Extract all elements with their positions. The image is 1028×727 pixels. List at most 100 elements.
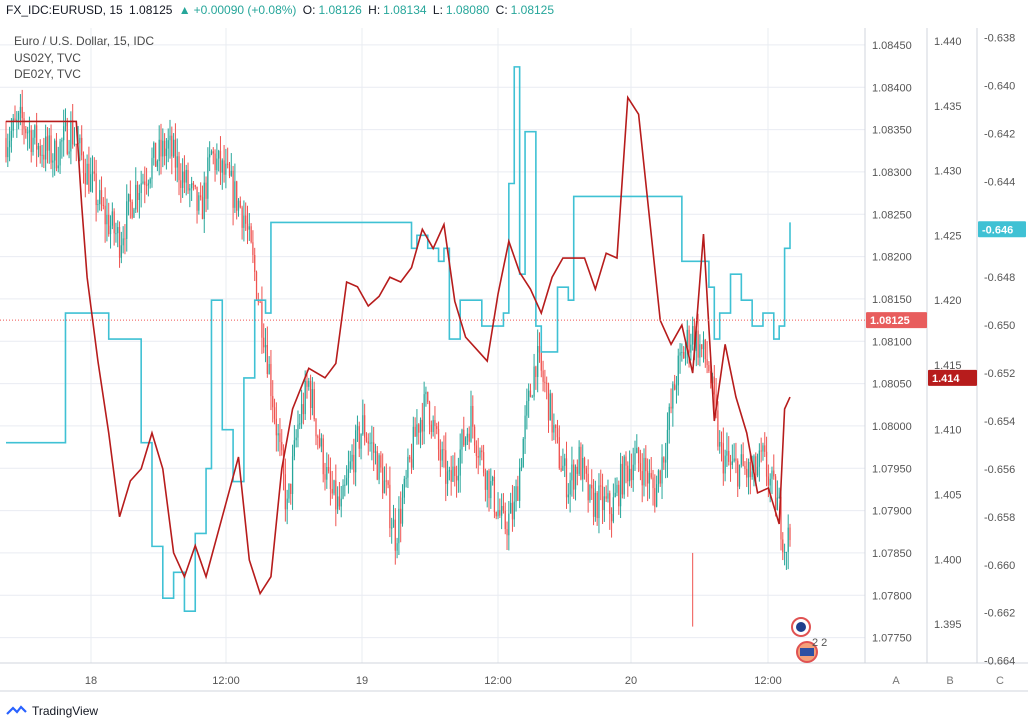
candle-body xyxy=(430,424,432,432)
candle-body xyxy=(596,492,598,518)
candle-body xyxy=(403,478,405,498)
candle-body xyxy=(565,458,568,498)
candle-body xyxy=(25,128,27,134)
axis-c-tick-label: -0.654 xyxy=(984,416,1015,428)
candle-body xyxy=(97,204,99,206)
candle-body xyxy=(329,471,332,489)
candle-body xyxy=(407,456,409,478)
last-price: 1.08125 xyxy=(129,3,173,17)
candle-body xyxy=(719,442,721,447)
candle-body xyxy=(255,271,258,300)
candle-body xyxy=(787,527,789,552)
candle-body xyxy=(670,406,672,409)
candle-body xyxy=(221,160,223,173)
candle-body xyxy=(135,184,137,210)
change-arrow-icon: ▲ xyxy=(178,3,191,17)
candle-body xyxy=(118,227,121,258)
candle-body xyxy=(277,433,279,436)
candle-body xyxy=(556,428,559,438)
candle-body xyxy=(113,211,115,234)
time-axis-tick-label: 12:00 xyxy=(754,675,782,687)
candle-body xyxy=(371,442,373,444)
eu-flag-icon xyxy=(796,622,806,632)
event-markers[interactable]: 2 2 xyxy=(791,617,827,663)
candle-body xyxy=(239,200,241,208)
candle-body xyxy=(216,158,218,171)
axis-button-c[interactable]: C xyxy=(996,675,1004,687)
candle-body xyxy=(459,449,461,476)
candle-body xyxy=(338,496,341,507)
candle-body xyxy=(291,456,294,494)
candle-body xyxy=(751,471,753,478)
candle-body xyxy=(414,426,416,437)
candle-body xyxy=(432,420,434,432)
legend-main-series[interactable]: Euro / U.S. Dollar, 15, IDC xyxy=(14,34,155,48)
candle-body xyxy=(434,420,436,427)
tradingview-logo[interactable]: TradingView xyxy=(6,704,98,718)
candle-body xyxy=(708,365,710,372)
candle-body xyxy=(717,410,719,447)
candle-body xyxy=(228,164,231,176)
candle-body xyxy=(351,454,353,462)
candle-body xyxy=(185,169,187,183)
axis-button-a[interactable]: A xyxy=(892,675,900,687)
candle-body xyxy=(562,465,564,471)
axis-a-price-badge-bg xyxy=(866,312,927,329)
candle-body xyxy=(392,519,395,528)
candle-body xyxy=(367,441,369,444)
candle-body xyxy=(765,451,768,477)
symbol-name[interactable]: FX_IDC:EURUSD, 15 xyxy=(6,3,123,17)
candle-body xyxy=(437,429,440,450)
candle-body xyxy=(266,344,268,374)
candle-body xyxy=(382,467,384,494)
axis-c-tick-label: -0.650 xyxy=(984,320,1015,332)
candle-body xyxy=(427,391,429,402)
axis-a-tick-label: 1.08150 xyxy=(872,294,912,306)
candle-body xyxy=(529,390,532,397)
us-flag-icon xyxy=(800,648,814,656)
candle-body xyxy=(780,496,782,540)
legend-de02y[interactable]: DE02Y, TVC xyxy=(14,67,81,81)
candle-body xyxy=(531,396,533,398)
axis-button-b[interactable]: B xyxy=(946,675,953,687)
candle-body xyxy=(472,405,474,427)
time-axis-tick-label: 12:00 xyxy=(484,675,512,687)
tradingview-logo-icon xyxy=(6,705,27,715)
candle-body xyxy=(102,204,104,206)
candle-body xyxy=(86,163,88,185)
candle-body xyxy=(535,366,537,378)
candle-body xyxy=(778,496,780,498)
candle-body xyxy=(120,245,122,258)
candle-body xyxy=(297,424,299,438)
candle-body xyxy=(171,135,173,157)
candle-body xyxy=(475,445,478,456)
candle-body xyxy=(315,419,317,437)
time-axis-tick-label: 12:00 xyxy=(212,675,240,687)
candle-body xyxy=(335,480,337,510)
candle-body xyxy=(263,337,265,348)
candle-body xyxy=(109,225,112,235)
axis-ticks: 1.08450 1.08400 1.08350 1.08300 1.08250 1.082… xyxy=(85,33,1015,687)
candle-body xyxy=(129,193,131,202)
candle-body xyxy=(441,449,443,461)
candle-body xyxy=(585,468,587,474)
candle-body xyxy=(729,461,732,465)
candle-body xyxy=(697,330,699,358)
candle-body xyxy=(495,512,497,517)
candle-body xyxy=(746,468,748,478)
close-value: 1.08125 xyxy=(510,3,555,17)
candle-body xyxy=(106,214,108,225)
candle-body xyxy=(183,171,186,183)
candle-body xyxy=(306,381,308,387)
candle-body xyxy=(618,484,620,507)
legend-us02y[interactable]: US02Y, TVC xyxy=(14,51,81,65)
candle-body xyxy=(540,352,542,371)
candle-body xyxy=(699,344,701,358)
candle-body xyxy=(728,450,730,462)
candle-body xyxy=(346,477,348,485)
candle-body xyxy=(73,143,76,145)
axis-c-tick-label: -0.664 xyxy=(984,656,1015,668)
candle-body xyxy=(81,137,83,156)
candle-body xyxy=(172,139,175,157)
